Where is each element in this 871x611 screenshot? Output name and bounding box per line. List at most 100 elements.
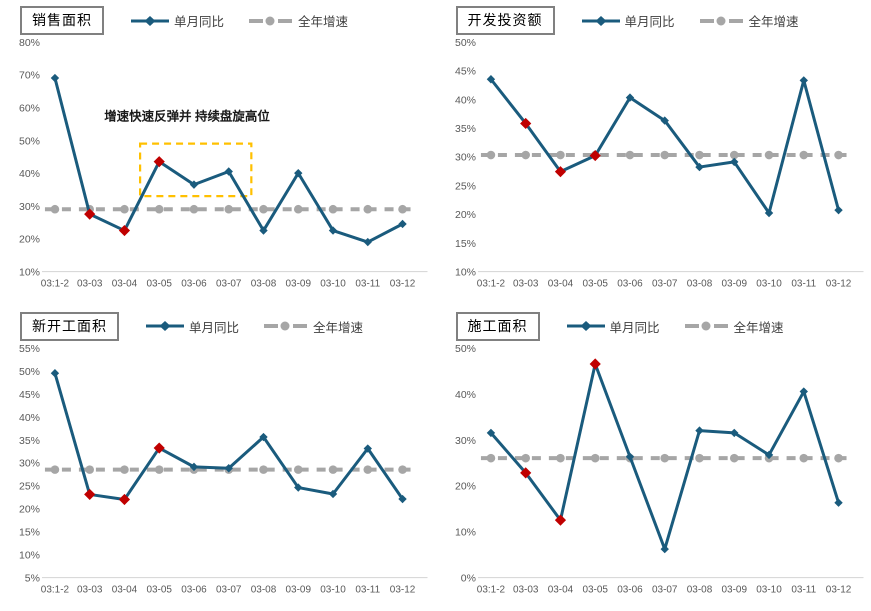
- monthly-data-point-marker: [363, 443, 372, 453]
- chart-cell-construction-area: 施工面积 单月同比 全年增速 50% 40% 30% 20% 10% 0% 03:1-2 03…: [436, 306, 871, 611]
- x-tick-label: 03-05: [582, 279, 608, 290]
- monthly-data-point-marker: [294, 168, 303, 178]
- annual-series-marker: [154, 204, 164, 214]
- annual-series-marker: [625, 150, 634, 160]
- y-tick-label: 15%: [19, 527, 40, 538]
- annual-series-marker: [520, 150, 530, 160]
- monthly-data-point-marker: [363, 237, 372, 247]
- x-tick-label: 03-12: [390, 279, 416, 290]
- x-tick-label: 03-05: [582, 584, 608, 595]
- y-tick-label: 10%: [454, 268, 475, 279]
- y-tick-label: 30%: [454, 153, 475, 164]
- annual-series-marker: [764, 150, 773, 160]
- x-tick-label: 03-05: [146, 279, 172, 290]
- x-tick-label: 03-07: [651, 584, 677, 595]
- x-tick-label: 03:1-2: [41, 584, 70, 595]
- monthly-data-point-marker: [833, 205, 843, 215]
- chart-cell-new-construction-area: 新开工面积 单月同比 全年增速 55% 50% 45% 40% 35% 30% 25% 20%…: [0, 306, 436, 611]
- annual-series-marker: [486, 150, 495, 160]
- annual-series-marker: [85, 464, 94, 474]
- monthly-data-point-marker: [660, 116, 669, 125]
- y-tick-label: 60%: [19, 104, 40, 115]
- annual-series-marker: [555, 150, 565, 160]
- y-tick-label: 20%: [19, 235, 40, 246]
- x-tick-label: 03-08: [686, 584, 712, 595]
- monthly-data-point-marker: [660, 544, 669, 553]
- monthly-data-point-marker: [398, 219, 407, 229]
- x-tick-label: 03-03: [77, 584, 103, 595]
- annual-series-marker: [833, 453, 843, 462]
- chart-plot-development-investment: 50% 45% 40% 35% 30% 25% 20% 15% 10%03:1-2 03-03 03…: [454, 38, 864, 290]
- y-tick-label: 70%: [19, 71, 40, 82]
- x-tick-label: 03-05: [146, 584, 172, 595]
- x-tick-label: 03:1-2: [476, 279, 505, 290]
- x-tick-label: 03-06: [617, 584, 643, 595]
- annual-series-marker: [659, 453, 669, 462]
- flagged-data-point-marker: [118, 224, 131, 237]
- annual-series-marker: [293, 464, 303, 474]
- chart-plot-sales-area: 80% 70% 60% 50% 40% 30% 20% 10%03:1-2 03-03 03-04…: [19, 38, 428, 290]
- annual-series-marker: [398, 464, 407, 474]
- annual-series-marker: [50, 464, 60, 474]
- annotation-box: [139, 142, 253, 198]
- y-tick-label: 30%: [19, 458, 40, 469]
- monthly-data-point-marker: [694, 162, 704, 172]
- annual-series-marker: [224, 204, 234, 214]
- monthly-data-point-marker: [50, 73, 60, 83]
- y-tick-label: 45%: [454, 67, 475, 78]
- annual-series-marker: [694, 150, 704, 160]
- flagged-data-point-marker: [519, 466, 531, 478]
- y-tick-label: 30%: [19, 202, 40, 213]
- chart-plot-construction-area: 50% 40% 30% 20% 10% 0%03:1-2 03-03 03-04 03-05 03…: [454, 343, 864, 595]
- y-tick-label: 40%: [454, 389, 475, 400]
- x-tick-label: 03-10: [320, 584, 346, 595]
- annual-series-marker: [694, 453, 704, 462]
- annual-series-marker: [798, 150, 808, 160]
- y-tick-label: 20%: [454, 210, 475, 221]
- x-tick-label: 03-09: [286, 584, 312, 595]
- monthly-series-line: [53, 371, 405, 501]
- x-tick-label: 03-09: [721, 279, 747, 290]
- annual-series-marker: [729, 150, 739, 160]
- x-tick-label: 03:1-2: [476, 584, 505, 595]
- x-tick-label: 03-08: [686, 279, 712, 290]
- y-tick-label: 10%: [19, 550, 40, 561]
- monthly-data-point-marker: [764, 208, 773, 218]
- monthly-data-point-marker: [729, 157, 738, 167]
- x-tick-label: 03-10: [320, 279, 346, 290]
- annual-series-marker: [154, 464, 164, 474]
- monthly-data-point-marker: [833, 498, 843, 507]
- x-tick-label: 03-07: [216, 584, 242, 595]
- y-tick-label: 80%: [19, 38, 40, 49]
- annual-series-marker: [293, 204, 303, 214]
- monthly-data-point-marker: [398, 494, 407, 503]
- x-tick-label: 03-04: [547, 279, 573, 290]
- y-tick-label: 25%: [454, 181, 475, 192]
- y-tick-label: 45%: [19, 389, 40, 400]
- chart-plot-new-construction-area: 55% 50% 45% 40% 35% 30% 25% 20% 15% 10% 5%03:1-2 03…: [19, 343, 428, 595]
- y-tick-label: 50%: [454, 38, 475, 49]
- x-tick-label: 03-11: [355, 279, 380, 290]
- y-tick-label: 25%: [19, 481, 40, 492]
- y-tick-label: 40%: [19, 412, 40, 423]
- annual-series-marker: [833, 150, 843, 160]
- annual-series-marker: [486, 453, 495, 462]
- x-tick-label: 03-10: [756, 279, 782, 290]
- annual-series-marker: [328, 464, 338, 474]
- monthly-data-point-marker: [694, 425, 704, 435]
- monthly-data-point-marker: [486, 75, 495, 84]
- x-tick-label: 03-12: [825, 584, 851, 595]
- y-tick-label: 35%: [19, 435, 40, 446]
- monthly-data-point-marker: [189, 180, 199, 189]
- annual-series-marker: [398, 204, 407, 214]
- x-tick-label: 03-06: [181, 584, 207, 595]
- y-tick-label: 5%: [25, 573, 40, 584]
- annual-series-marker: [259, 204, 268, 214]
- annual-series-marker: [659, 150, 669, 160]
- monthly-data-point-marker: [224, 463, 233, 472]
- annual-series-marker: [555, 453, 565, 462]
- x-tick-label: 03-04: [112, 584, 138, 595]
- x-tick-label: 03-07: [651, 279, 677, 290]
